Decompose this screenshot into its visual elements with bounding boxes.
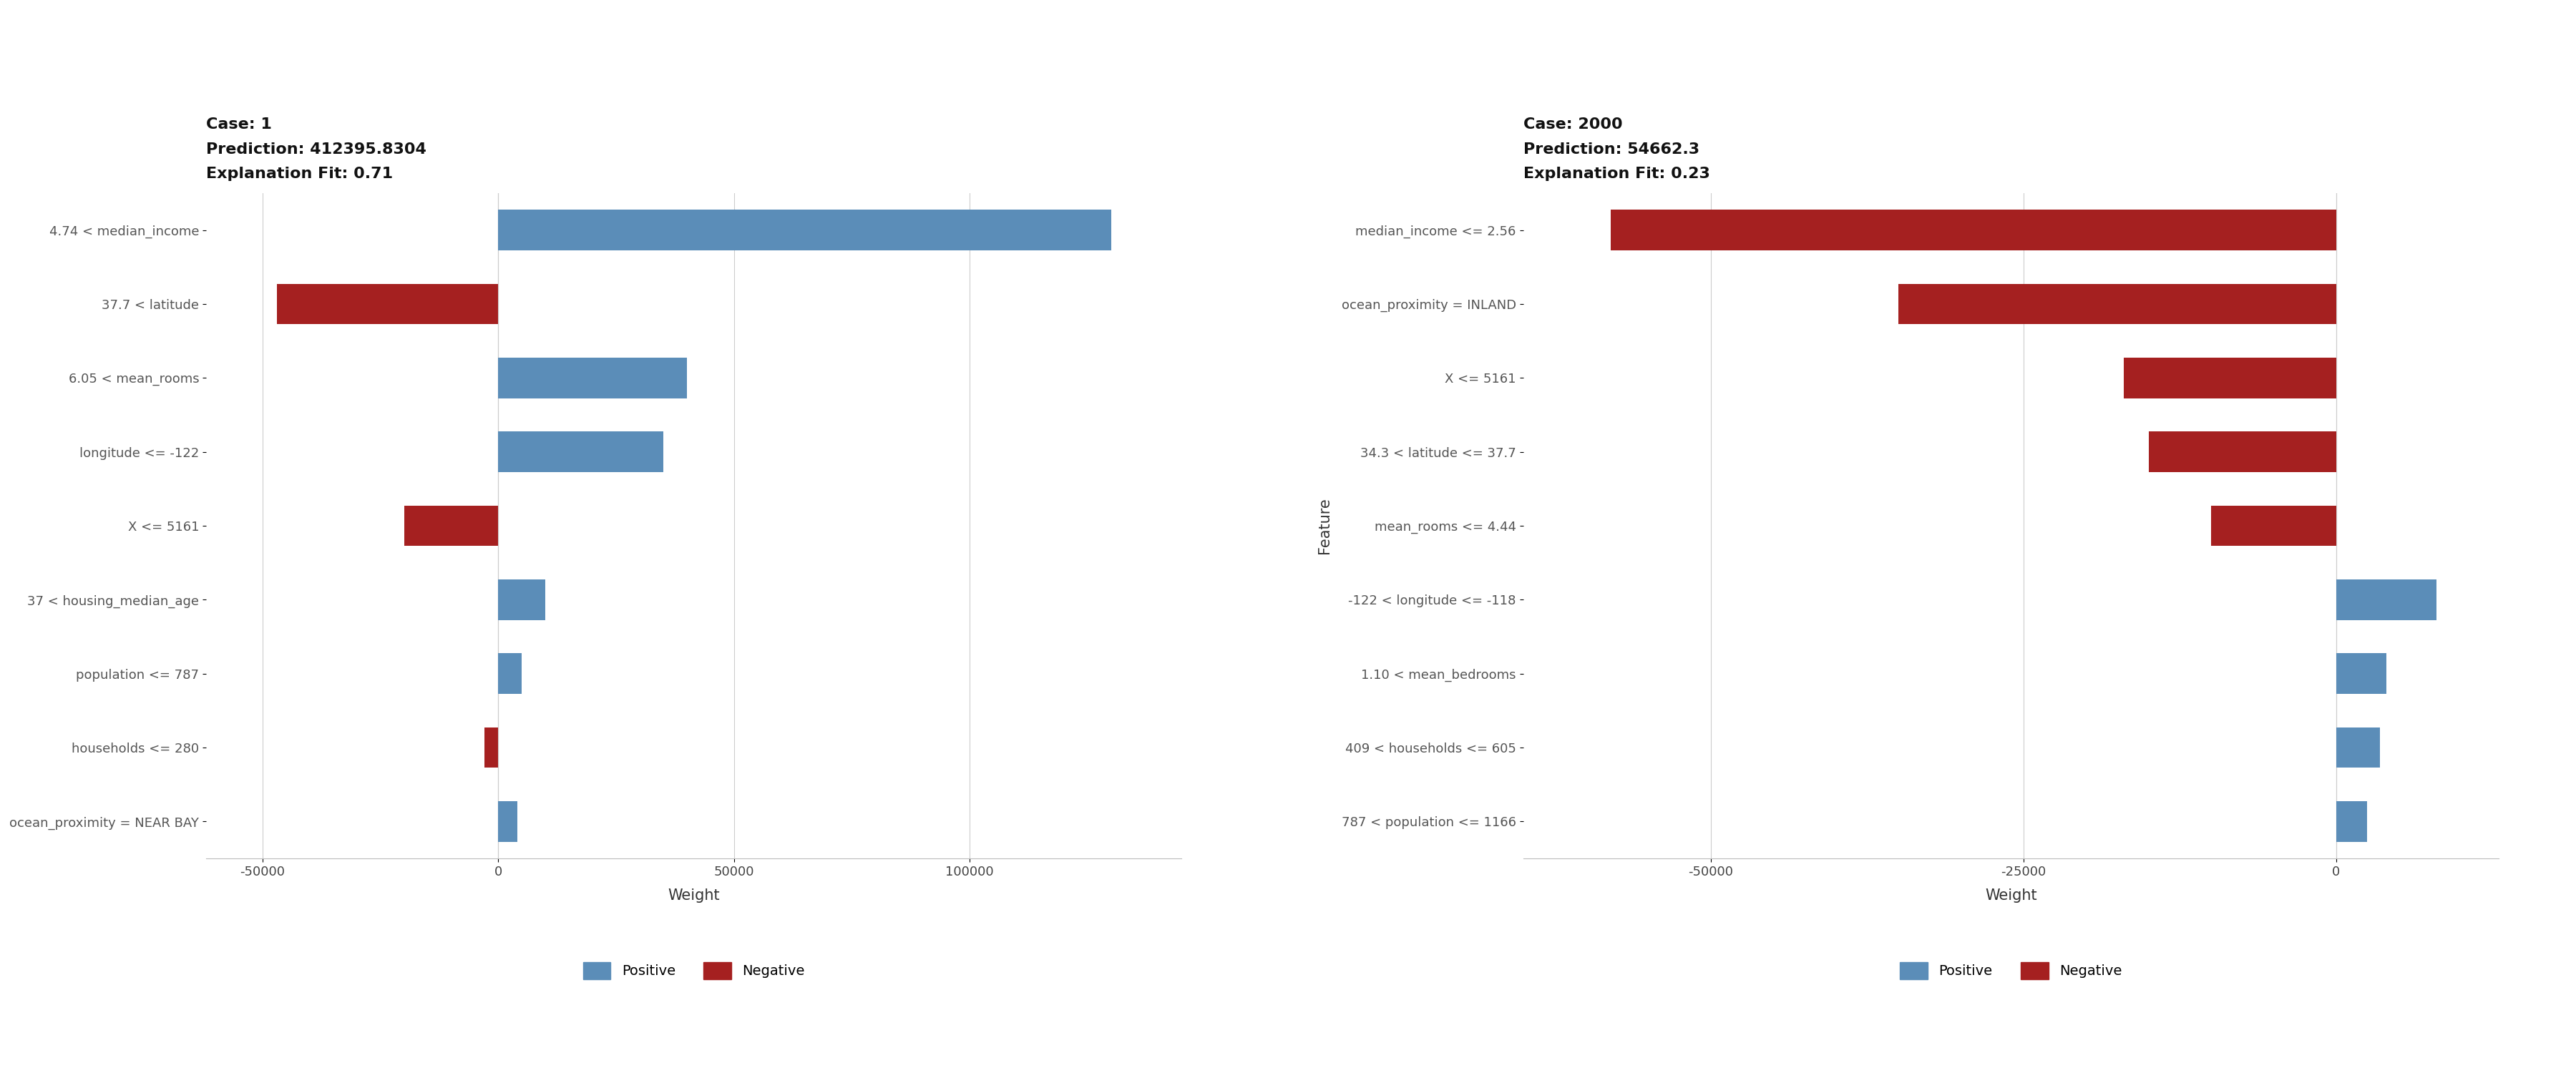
X-axis label: Weight: Weight (1986, 888, 2038, 902)
Bar (2336, 727, 2380, 768)
Legend: Positive, Negative: Positive, Negative (1893, 956, 2128, 985)
Bar (497, 579, 546, 620)
X-axis label: Weight: Weight (667, 888, 719, 902)
Bar (1610, 209, 2336, 250)
Bar (497, 653, 523, 694)
Bar (276, 283, 497, 324)
Y-axis label: Feature: Feature (1316, 498, 1332, 554)
Bar (497, 431, 662, 472)
Legend: Positive, Negative: Positive, Negative (577, 956, 811, 985)
Bar (404, 505, 497, 546)
Bar (497, 209, 1110, 250)
Bar (2210, 505, 2336, 546)
Bar (2336, 653, 2385, 694)
Bar (484, 727, 497, 768)
Text: Case: 1
Prediction: 412395.8304
Explanation Fit: 0.71: Case: 1 Prediction: 412395.8304 Explanat… (206, 118, 428, 181)
Text: Case: 2000
Prediction: 54662.3
Explanation Fit: 0.23: Case: 2000 Prediction: 54662.3 Explanati… (1522, 118, 1710, 181)
Bar (2123, 357, 2336, 398)
Bar (2148, 431, 2336, 472)
Bar (497, 802, 518, 841)
Bar (2336, 802, 2367, 841)
Bar (2336, 579, 2437, 620)
Bar (497, 357, 688, 398)
Bar (1899, 283, 2336, 324)
